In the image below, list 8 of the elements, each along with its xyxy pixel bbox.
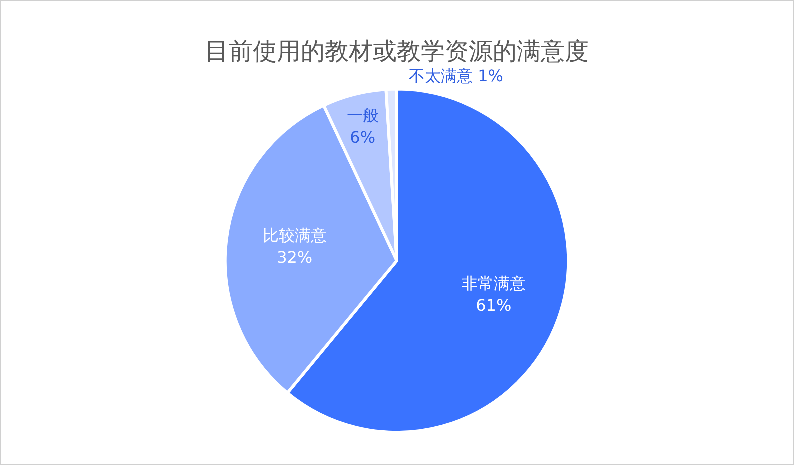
chart-title: 目前使用的教材或教学资源的满意度 [205, 38, 589, 66]
slice-label: 非常满意 [462, 274, 526, 293]
data-label: 61% [476, 296, 512, 315]
slice-label: 不太满意 1% [409, 66, 504, 86]
data-label: 32% [277, 248, 313, 268]
slice-label: 一般 [346, 106, 379, 126]
slice-label: 比较满意 [262, 226, 327, 246]
data-label: 6% [350, 128, 376, 148]
